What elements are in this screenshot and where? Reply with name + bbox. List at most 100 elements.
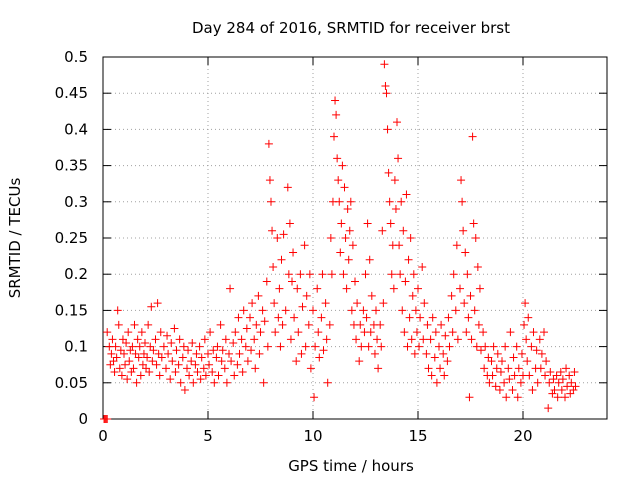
- data-point: [570, 367, 579, 376]
- data-point: [424, 364, 433, 373]
- data-point: [227, 357, 236, 366]
- data-point: [168, 357, 177, 366]
- data-point: [440, 371, 449, 380]
- data-point: [419, 335, 428, 344]
- data-point: [447, 291, 456, 300]
- data-point: [128, 342, 137, 351]
- data-point: [189, 378, 198, 387]
- data-point: [501, 342, 510, 351]
- data-point: [459, 226, 468, 235]
- data-point: [180, 386, 189, 395]
- data-point: [327, 270, 336, 279]
- data-point: [332, 110, 341, 119]
- data-point: [386, 219, 395, 228]
- y-tick-label: 0.45: [55, 84, 88, 102]
- data-point: [132, 378, 141, 387]
- data-point: [563, 382, 572, 391]
- data-point: [123, 375, 132, 384]
- data-point: [124, 328, 133, 337]
- data-point: [199, 364, 208, 373]
- data-point: [346, 197, 355, 206]
- data-point: [352, 335, 361, 344]
- data-point: [205, 360, 214, 369]
- data-point: [235, 349, 244, 358]
- data-point: [562, 364, 571, 373]
- data-point: [325, 320, 334, 329]
- chart-title: Day 284 of 2016, SRMTID for receiver brs…: [192, 19, 510, 37]
- data-point: [395, 241, 404, 250]
- y-tick-label: 0: [78, 410, 88, 428]
- data-point: [502, 393, 511, 402]
- data-point: [545, 378, 554, 387]
- data-point: [270, 299, 279, 308]
- data-point: [279, 230, 288, 239]
- data-point: [263, 342, 272, 351]
- data-point: [306, 364, 315, 373]
- data-point: [276, 342, 285, 351]
- data-point: [430, 353, 439, 362]
- data-point: [399, 226, 408, 235]
- data-point: [342, 284, 351, 293]
- data-point: [469, 219, 478, 228]
- data-point: [488, 371, 497, 380]
- data-point: [217, 357, 226, 366]
- data-point: [460, 299, 469, 308]
- data-point: [171, 367, 180, 376]
- data-point: [183, 364, 191, 373]
- x-tick-label: 0: [98, 427, 108, 445]
- data-point: [226, 284, 235, 293]
- data-point: [239, 306, 248, 315]
- data-point: [103, 328, 112, 337]
- data-point: [510, 371, 519, 380]
- data-point: [145, 367, 154, 376]
- data-point: [444, 313, 453, 322]
- data-point: [174, 360, 183, 369]
- data-point: [427, 371, 436, 380]
- data-point: [103, 415, 112, 423]
- data-point: [148, 357, 157, 366]
- data-point: [237, 335, 246, 344]
- data-point: [297, 349, 306, 358]
- data-point: [271, 328, 280, 337]
- data-point: [111, 342, 120, 351]
- data-point: [251, 364, 260, 373]
- data-point: [561, 393, 569, 402]
- data-point: [389, 284, 398, 293]
- data-point: [380, 60, 389, 69]
- data-point: [508, 386, 517, 395]
- y-tick-label: 0.4: [64, 120, 88, 138]
- data-point: [558, 375, 567, 384]
- data-point: [260, 317, 269, 326]
- data-point: [248, 299, 257, 308]
- data-point: [141, 338, 149, 347]
- data-point: [373, 335, 382, 344]
- data-point: [278, 320, 287, 329]
- data-point: [317, 313, 326, 322]
- data-point: [391, 205, 400, 214]
- data-point: [415, 342, 424, 351]
- data-point: [149, 346, 158, 355]
- data-point: [398, 306, 407, 315]
- y-tick-label: 0.35: [55, 157, 88, 175]
- data-point: [401, 277, 410, 286]
- data-point: [348, 241, 357, 250]
- data-point: [480, 364, 489, 373]
- data-point: [311, 342, 320, 351]
- data-point: [471, 234, 480, 242]
- data-point: [310, 393, 319, 402]
- data-point: [548, 389, 557, 398]
- data-point: [432, 378, 441, 387]
- data-point: [353, 299, 362, 308]
- data-point: [305, 270, 314, 279]
- data-point: [115, 364, 124, 373]
- data-point: [258, 306, 267, 315]
- data-point: [110, 367, 119, 376]
- data-point: [521, 299, 530, 308]
- data-point: [313, 284, 322, 293]
- data-point: [238, 367, 247, 376]
- data-point: [465, 393, 474, 402]
- data-point: [556, 367, 565, 376]
- data-point: [114, 320, 123, 329]
- data-point: [209, 346, 218, 355]
